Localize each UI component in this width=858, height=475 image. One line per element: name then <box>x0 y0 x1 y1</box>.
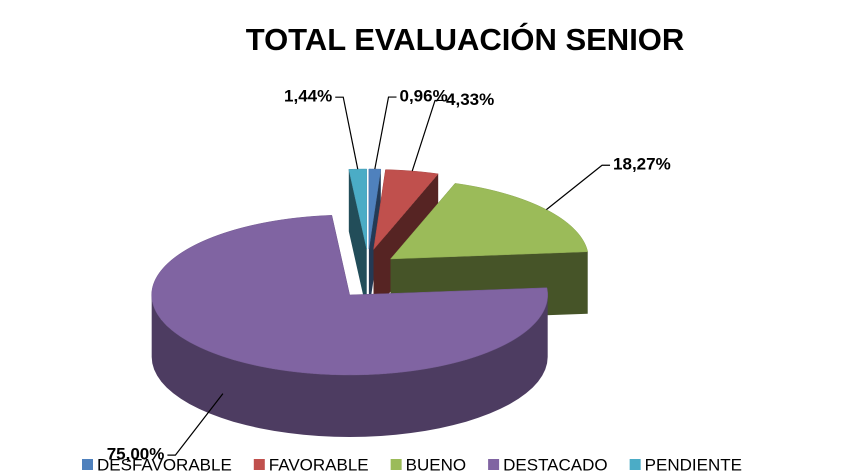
legend-label: PENDIENTE <box>645 455 742 474</box>
slice-edge <box>348 169 367 312</box>
leader-line <box>411 99 444 172</box>
slice <box>151 215 548 376</box>
leader-line <box>546 164 611 211</box>
legend-swatch <box>629 459 641 470</box>
leader-line <box>335 96 359 170</box>
legend-label: DESFAVORABLE <box>97 455 232 474</box>
legend: DESFAVORABLE FAVORABLE BUENO DESTACADO PENDI… <box>82 455 742 474</box>
chart-title: TOTAL EVALUACIÓN SENIOR <box>246 21 685 57</box>
data-labels: 0,96%4,33% 18,27% 75,00% 1,44% <box>107 87 671 464</box>
legend-swatch <box>253 459 265 470</box>
legend-label: FAVORABLE <box>269 455 369 474</box>
legend-swatch <box>390 459 402 470</box>
legend-label: DESTACADO <box>503 455 608 474</box>
slice <box>373 169 439 251</box>
legend-swatch <box>82 459 93 470</box>
data-label: 4,33% <box>446 90 494 109</box>
legend-swatch <box>488 459 500 470</box>
data-label: 0,96% <box>400 87 448 106</box>
pie-tops <box>151 168 589 376</box>
data-label: 75,00% <box>107 445 165 464</box>
slice-side <box>151 294 548 437</box>
leader-line <box>167 393 224 456</box>
leader-line <box>374 96 397 170</box>
slice <box>389 183 589 260</box>
data-label: 1,44% <box>284 87 332 106</box>
data-label: 18,27% <box>613 155 671 174</box>
legend-label: BUENO <box>406 455 466 474</box>
